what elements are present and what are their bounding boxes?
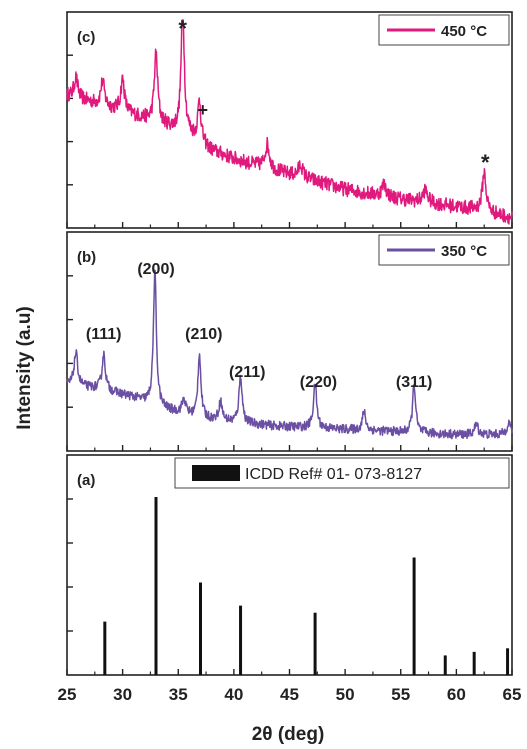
x-tick-label: 35: [169, 685, 188, 704]
peak-marker: *: [178, 16, 187, 41]
legend-label: 450 °C: [441, 23, 487, 40]
x-tick-label: 65: [503, 685, 522, 704]
x-tick-label: 40: [224, 685, 243, 704]
peak-label: (111): [86, 326, 122, 343]
x-tick-label: 25: [58, 685, 77, 704]
panel-a: (a) ICDD Ref# 01- 073-8127: [66, 454, 513, 676]
panel-b: (b) 350 °C (111) (200) (210) (211) (220) (311): [66, 231, 513, 452]
peak-marker: *: [481, 150, 490, 175]
x-tick-label: 45: [280, 685, 299, 704]
peak-label: (311): [396, 374, 432, 391]
x-tick-label: 55: [391, 685, 410, 704]
peak-marker: +: [197, 100, 208, 120]
xrd-pattern-line: [66, 269, 513, 440]
x-tick-label: 30: [113, 685, 132, 704]
legend-label: 350 °C: [441, 243, 487, 260]
panels: (c) 450 °C * + * (b) 350 °C (111) (200) (210) (211…: [66, 11, 513, 676]
panel-label: (b): [77, 249, 96, 266]
legend-label: ICDD Ref# 01- 073-8127: [245, 466, 422, 483]
peak-label: (200): [137, 261, 174, 278]
xrd-pattern-line: [66, 19, 513, 225]
x-tick-label: 50: [336, 685, 355, 704]
legend-swatch: [192, 465, 240, 481]
x-tick-label: 60: [447, 685, 466, 704]
x-axis-title: 2θ (deg): [252, 724, 325, 745]
panel-c: (c) 450 °C * + *: [66, 11, 513, 229]
panel-label: (a): [77, 472, 95, 489]
panel-label: (c): [77, 29, 95, 46]
peak-label: (211): [229, 364, 265, 381]
x-axis: 25 30 35 40 45 50 55 60 65: [58, 685, 522, 704]
y-axis-title: Intensity (a.u): [14, 306, 35, 430]
peak-label: (210): [185, 326, 222, 343]
peak-label: (220): [300, 374, 337, 391]
